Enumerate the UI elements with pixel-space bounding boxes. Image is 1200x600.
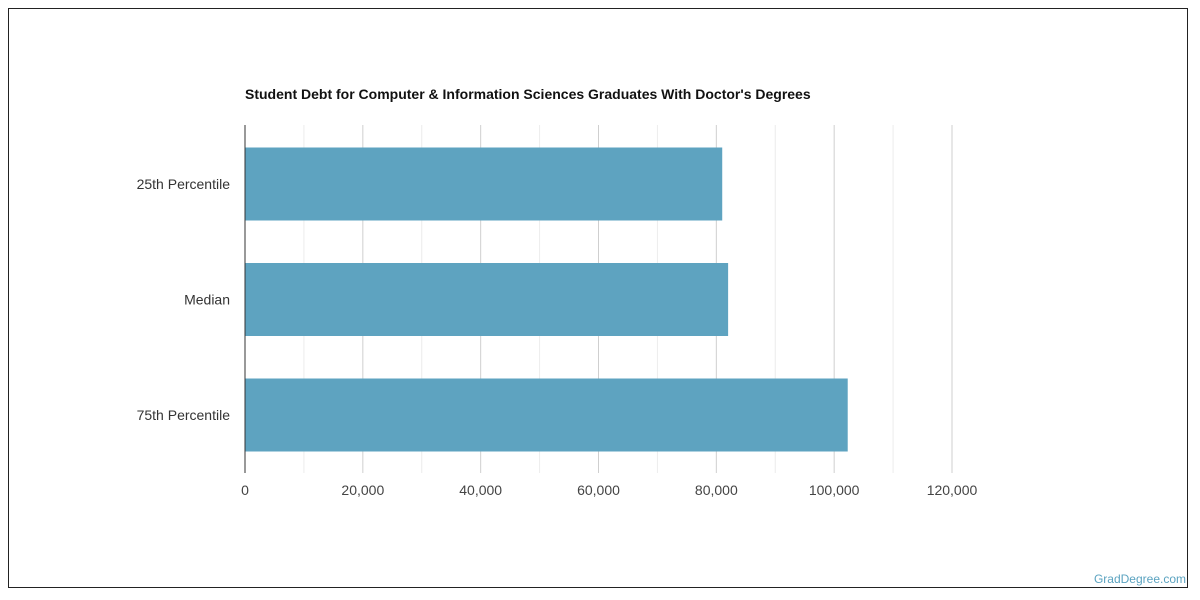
chart-title: Student Debt for Computer & Information … <box>245 86 811 102</box>
x-tick-label: 0 <box>241 482 249 498</box>
x-tick-label: 120,000 <box>927 482 978 498</box>
bar <box>245 378 848 452</box>
x-tick-label: 80,000 <box>695 482 738 498</box>
x-tick-labels: 0 20,000 40,000 60,000 80,000 100,000 120,000 <box>241 482 977 498</box>
x-tick-label: 100,000 <box>809 482 860 498</box>
category-labels: 25th Percentile Median 75th Percentile <box>137 176 231 423</box>
watermark: GradDegree.com <box>1093 572 1186 586</box>
bar <box>245 263 729 336</box>
x-tick-label: 20,000 <box>341 482 384 498</box>
bar <box>245 147 723 221</box>
x-tick-label: 60,000 <box>577 482 620 498</box>
category-label: 75th Percentile <box>137 407 231 423</box>
category-label: 25th Percentile <box>137 176 231 192</box>
x-tick-label: 40,000 <box>459 482 502 498</box>
bars <box>245 147 848 452</box>
category-label: Median <box>184 292 230 308</box>
